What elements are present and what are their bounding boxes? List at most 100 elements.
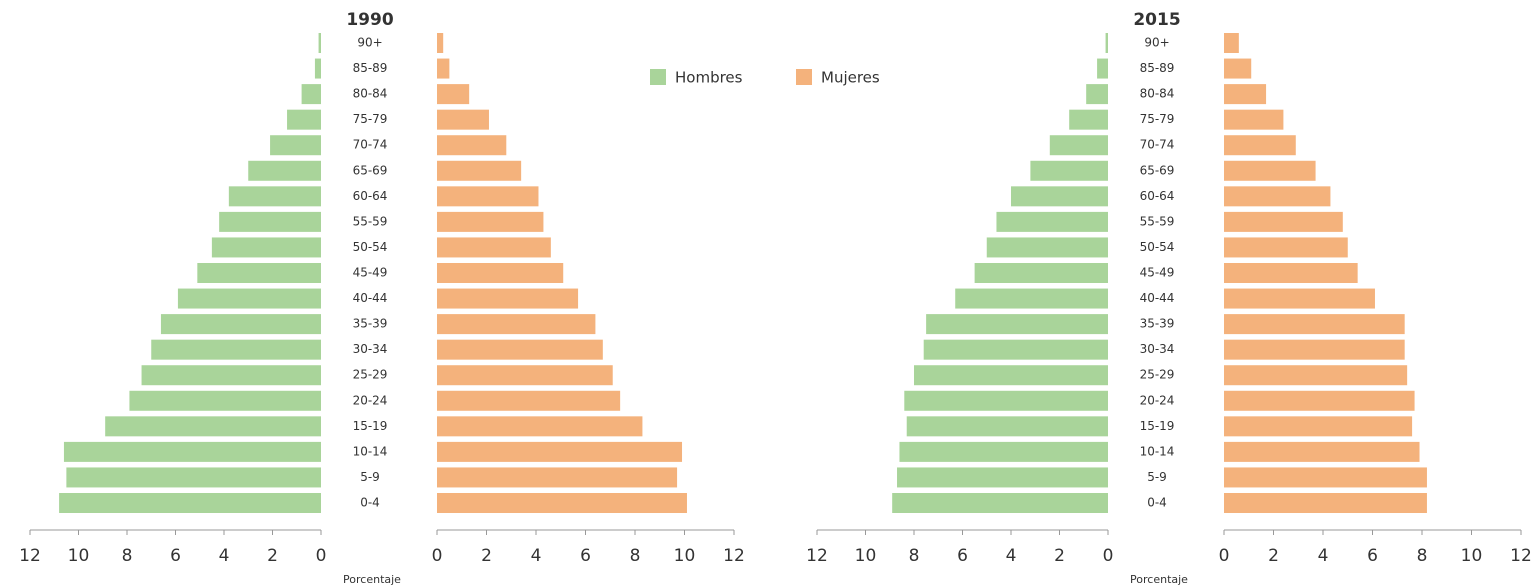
bar-male — [923, 339, 1108, 360]
bar-male — [270, 135, 321, 156]
bar-male — [926, 314, 1108, 335]
bar-male — [1086, 84, 1108, 105]
bar-female — [1224, 160, 1316, 181]
age-label: 0-4 — [1147, 496, 1167, 510]
bar-female — [437, 314, 596, 335]
age-label: 40-44 — [353, 291, 388, 305]
bar-male — [63, 441, 321, 462]
x-axis-label: Porcentaje — [1130, 573, 1188, 586]
bar-female — [437, 288, 579, 309]
bar-male — [219, 211, 321, 232]
x-tick-label: 6 — [170, 546, 181, 566]
bar-male — [59, 493, 321, 513]
bar-female — [1224, 441, 1420, 462]
bar-female — [437, 33, 444, 53]
x-tick-label: 10 — [855, 546, 877, 566]
x-tick-label: 8 — [1417, 546, 1428, 566]
age-label: 85-89 — [1140, 61, 1175, 75]
bar-male — [1049, 135, 1108, 156]
bar-male — [66, 467, 321, 488]
bar-female — [1224, 186, 1331, 207]
bar-female — [437, 160, 522, 181]
bar-female — [437, 365, 613, 386]
bar-male — [1069, 109, 1108, 130]
bar-male — [314, 58, 321, 79]
bar-female — [1224, 58, 1252, 79]
age-label: 15-19 — [1140, 419, 1175, 433]
bar-male — [177, 288, 321, 309]
bar-female — [437, 186, 539, 207]
legend-swatch — [796, 69, 812, 85]
age-label: 35-39 — [353, 317, 388, 331]
age-label: 20-24 — [353, 393, 388, 407]
bar-female — [1224, 416, 1413, 437]
bar-male — [996, 211, 1108, 232]
age-label: 10-14 — [353, 444, 388, 458]
bar-female — [1224, 237, 1348, 258]
bar-male — [904, 390, 1108, 411]
bar-female — [437, 84, 470, 105]
bar-female — [1224, 288, 1375, 309]
age-label: 25-29 — [353, 368, 388, 382]
age-label: 10-14 — [1140, 444, 1175, 458]
bar-male — [105, 416, 321, 437]
bar-female — [437, 263, 564, 283]
bar-male — [1011, 186, 1108, 207]
age-label: 0-4 — [360, 496, 380, 510]
x-tick-label: 10 — [674, 546, 696, 566]
age-label: 35-39 — [1140, 317, 1175, 331]
bar-male — [248, 160, 321, 181]
x-tick-label: 4 — [219, 546, 230, 566]
age-label: 60-64 — [353, 189, 388, 203]
legend-text: Hombres — [675, 69, 743, 87]
age-label: 40-44 — [1140, 291, 1175, 305]
age-label: 15-19 — [353, 419, 388, 433]
x-tick-label: 6 — [1367, 546, 1378, 566]
x-tick-label: 12 — [806, 546, 828, 566]
age-label: 30-34 — [353, 342, 388, 356]
x-tick-label: 0 — [1219, 546, 1230, 566]
age-label: 65-69 — [353, 163, 388, 177]
x-tick-label: 10 — [1461, 546, 1483, 566]
bar-male — [892, 493, 1108, 513]
age-label: 45-49 — [353, 266, 388, 280]
chart-title: 2015 — [1133, 10, 1180, 30]
bar-female — [437, 416, 643, 437]
age-label: 55-59 — [1140, 214, 1175, 228]
x-tick-label: 4 — [1006, 546, 1017, 566]
bar-female — [437, 339, 603, 360]
bar-male — [986, 237, 1108, 258]
bar-male — [160, 314, 321, 335]
x-tick-label: 0 — [432, 546, 443, 566]
bar-female — [1224, 263, 1358, 283]
age-label: 80-84 — [1140, 87, 1175, 101]
age-label: 80-84 — [353, 87, 388, 101]
age-label: 50-54 — [1140, 240, 1175, 254]
age-label: 90+ — [357, 36, 382, 50]
bar-female — [1224, 211, 1343, 232]
bar-female — [1224, 135, 1296, 156]
age-label: 5-9 — [1147, 470, 1167, 484]
age-label: 5-9 — [360, 470, 380, 484]
x-tick-label: 0 — [1103, 546, 1114, 566]
bar-female — [437, 467, 678, 488]
bar-female — [437, 135, 507, 156]
bar-female — [437, 390, 621, 411]
age-label: 60-64 — [1140, 189, 1175, 203]
bar-male — [129, 390, 321, 411]
x-tick-label: 2 — [1268, 546, 1279, 566]
age-label: 25-29 — [1140, 368, 1175, 382]
bar-male — [197, 263, 321, 283]
bar-female — [1224, 314, 1405, 335]
bar-male — [1097, 58, 1108, 79]
x-tick-label: 12 — [723, 546, 745, 566]
x-tick-label: 2 — [267, 546, 278, 566]
x-tick-label: 8 — [122, 546, 133, 566]
chart-title: 1990 — [346, 10, 393, 30]
bar-female — [437, 237, 551, 258]
bar-male — [899, 441, 1108, 462]
bar-male — [228, 186, 321, 207]
bar-male — [151, 339, 321, 360]
bar-female — [1224, 365, 1408, 386]
